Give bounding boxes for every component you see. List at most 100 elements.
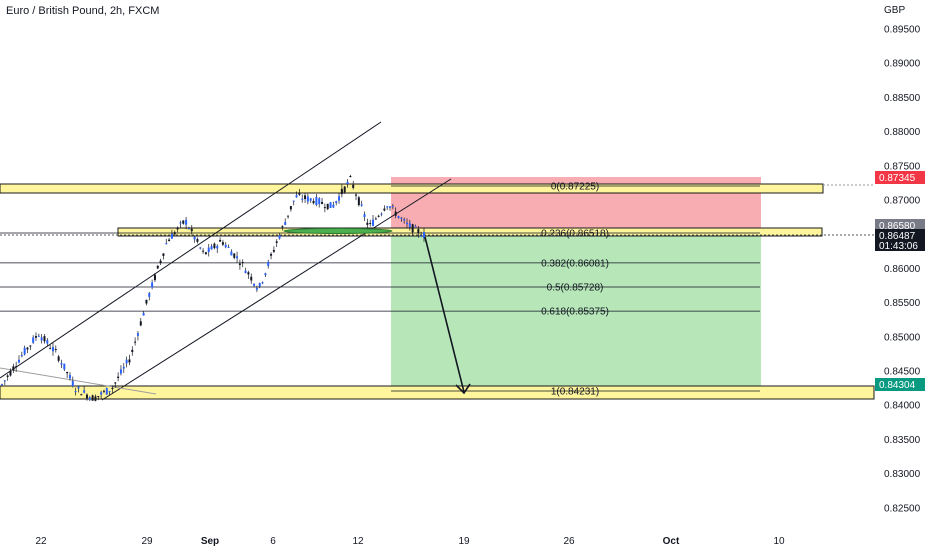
candle-body: [176, 227, 179, 230]
candle-body: [111, 387, 114, 389]
candle-body: [207, 247, 210, 253]
channel-lower-line[interactable]: [101, 178, 452, 401]
target-band[interactable]: [0, 385, 875, 400]
candle-body: [321, 201, 324, 204]
price-tick-label: 0.82500: [884, 503, 921, 514]
candle-body: [15, 366, 18, 368]
candle-body: [391, 205, 394, 207]
highlight-ellipse[interactable]: [283, 228, 393, 234]
candle-body: [309, 198, 312, 201]
candle-body: [156, 265, 159, 269]
price-tick-label: 0.87000: [884, 196, 921, 207]
candle-body: [210, 245, 213, 250]
candle-body: [411, 224, 414, 233]
time-axis[interactable]: 22 29 Sep 6 12 19 26 Oct 10: [35, 536, 785, 547]
time-tick-label: 29: [141, 536, 153, 547]
candle-body: [315, 196, 318, 205]
candle-body: [346, 181, 349, 185]
candle-body: [255, 287, 258, 290]
candle-body: [168, 239, 171, 242]
candle-body: [414, 225, 417, 227]
candle-body: [190, 228, 193, 232]
time-tick-label: 22: [35, 536, 47, 547]
time-tick-label: 26: [563, 536, 575, 547]
candle-body: [258, 283, 261, 287]
candle-body: [355, 194, 358, 196]
candle-body: [20, 354, 23, 357]
candle-body: [159, 260, 162, 263]
entry-price-tag: 0.86580: [875, 219, 925, 232]
candle-body: [278, 235, 281, 239]
fib-level-label: 0.236(0.86518): [541, 228, 609, 239]
candle-body: [343, 186, 346, 193]
candle-body: [17, 359, 20, 363]
candle-body: [46, 340, 49, 344]
candle-body: [165, 243, 168, 245]
candle-body: [329, 202, 332, 208]
candle-body: [406, 222, 409, 225]
candle-body: [332, 204, 335, 208]
candle-body: [335, 201, 338, 203]
price-tick-label: 0.84000: [884, 401, 921, 412]
candle-body: [173, 232, 176, 235]
candle-body: [80, 394, 83, 396]
candle-body: [287, 215, 290, 217]
candle-body: [389, 206, 392, 208]
candle-body: [272, 250, 275, 252]
candle-body: [29, 345, 32, 347]
stop-price-tag: 0.87345: [875, 171, 925, 184]
channel-upper-line[interactable]: [0, 121, 382, 379]
price-tick-label: 0.83500: [884, 435, 921, 446]
candle-body: [83, 390, 86, 393]
candle-body: [57, 356, 60, 361]
candle-body: [117, 376, 120, 378]
take-profit-zone[interactable]: [391, 229, 761, 386]
time-tick-label: 12: [352, 536, 364, 547]
candle-body: [289, 206, 292, 210]
price-tick-label: 0.87500: [884, 161, 921, 172]
candle-body: [66, 372, 69, 374]
candle-body: [323, 207, 326, 209]
currency-label: GBP: [884, 5, 905, 16]
candle-body: [400, 217, 403, 219]
candle-body: [298, 193, 301, 195]
candle-body: [179, 222, 182, 224]
candle-body: [338, 196, 341, 201]
price-tick-label: 0.84500: [884, 367, 921, 378]
resistance-band[interactable]: [0, 183, 824, 194]
trend-line-short[interactable]: [0, 367, 157, 395]
candle-body: [142, 312, 145, 316]
candle-body: [261, 282, 264, 284]
candle-body: [199, 247, 202, 249]
candle-body: [151, 282, 154, 288]
candle-body: [6, 375, 9, 377]
candle-body: [26, 347, 29, 350]
candle-body: [403, 219, 406, 221]
svg-text:0.84304: 0.84304: [879, 380, 916, 391]
candle-body: [91, 395, 94, 401]
candle-body: [202, 250, 205, 252]
time-tick-label: 10: [773, 536, 785, 547]
price-tick-label: 0.83000: [884, 469, 921, 480]
support-band[interactable]: [117, 227, 823, 237]
candle-body: [193, 236, 196, 240]
candle-body: [187, 228, 190, 230]
candle-body: [230, 251, 233, 256]
candle-body: [182, 220, 185, 224]
candle-body: [357, 197, 360, 206]
candle-body: [9, 370, 12, 376]
candle-body: [114, 382, 117, 384]
candle-body: [372, 219, 375, 226]
price-tick-label: 0.89500: [884, 25, 921, 36]
candle-body: [43, 336, 46, 342]
candle-body: [74, 391, 77, 393]
candle-body: [247, 272, 250, 275]
candle-body: [97, 395, 100, 397]
time-tick-label: Oct: [663, 536, 680, 547]
candle-body: [94, 396, 97, 401]
projection-arrow[interactable]: [424, 236, 465, 393]
time-tick-label: 6: [270, 536, 276, 547]
candle-body: [131, 349, 134, 353]
price-axis[interactable]: 0.89500 0.89000 0.88500 0.88000 0.87500 0.870…: [884, 25, 921, 515]
